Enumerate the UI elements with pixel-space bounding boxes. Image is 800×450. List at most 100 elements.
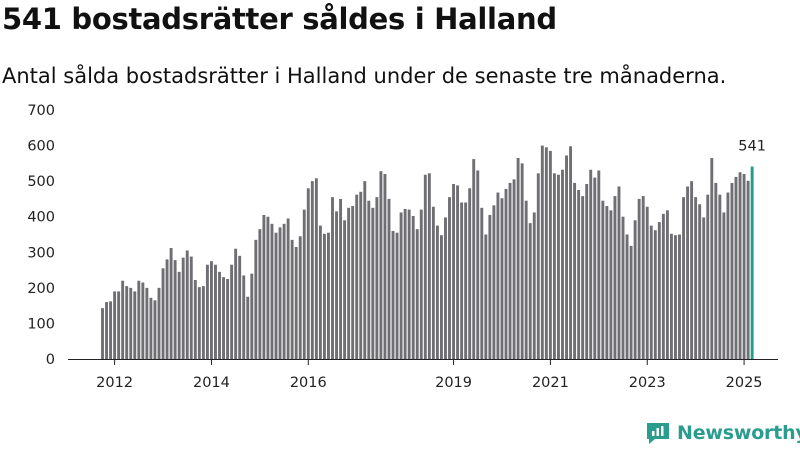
bar xyxy=(464,202,468,359)
bar xyxy=(411,216,415,359)
bar xyxy=(742,174,746,359)
bar xyxy=(101,308,104,359)
bar xyxy=(738,172,742,359)
bar xyxy=(674,235,677,359)
bar xyxy=(226,278,230,359)
bar xyxy=(645,206,649,359)
bar xyxy=(472,159,476,359)
bar xyxy=(552,173,556,359)
bar xyxy=(137,280,141,359)
x-tick-label: 2014 xyxy=(193,375,230,391)
bar xyxy=(214,264,217,359)
bar xyxy=(169,248,173,359)
y-tick-label: 400 xyxy=(27,210,55,226)
bar xyxy=(181,257,185,359)
bar xyxy=(347,207,351,359)
bar xyxy=(395,232,399,359)
bar xyxy=(512,179,516,359)
bar xyxy=(714,182,718,359)
bar xyxy=(496,192,500,359)
bar xyxy=(205,264,209,359)
bar xyxy=(528,223,532,359)
x-tick-label: 2012 xyxy=(96,375,133,391)
bar xyxy=(367,200,371,359)
bar xyxy=(407,209,411,359)
bar xyxy=(605,206,609,359)
bar xyxy=(597,170,601,359)
bar xyxy=(629,245,633,359)
bar xyxy=(625,234,629,359)
bar xyxy=(403,208,407,359)
bar xyxy=(250,273,254,359)
x-tick-label: 2025 xyxy=(726,375,763,391)
bar xyxy=(177,271,181,359)
bar xyxy=(274,232,278,359)
y-tick-label: 700 xyxy=(27,103,55,119)
bar xyxy=(149,297,153,359)
bar xyxy=(460,202,464,359)
bar xyxy=(702,217,706,359)
bar xyxy=(266,216,270,359)
bar xyxy=(617,186,621,359)
bar xyxy=(327,232,330,359)
bar xyxy=(557,174,560,359)
y-tick-label: 200 xyxy=(27,281,55,297)
bar xyxy=(613,196,617,359)
bar xyxy=(492,205,496,359)
bar xyxy=(230,264,234,359)
bar xyxy=(113,291,117,359)
bar xyxy=(318,225,322,359)
bar-series xyxy=(101,145,754,359)
chart-title: 541 bostadsrätter såldes i Halland xyxy=(2,2,557,36)
last-value-annotation: 541 xyxy=(738,139,766,155)
bar xyxy=(746,180,750,359)
bar xyxy=(508,182,512,359)
bar xyxy=(363,181,367,359)
bar xyxy=(678,234,681,359)
y-tick-label: 600 xyxy=(27,139,55,155)
bar xyxy=(577,190,581,359)
bar xyxy=(165,259,169,359)
bar xyxy=(690,181,694,359)
bar xyxy=(585,183,589,359)
bar xyxy=(145,287,149,359)
bar xyxy=(234,248,238,359)
bar xyxy=(254,239,258,359)
bar xyxy=(484,234,488,359)
bar xyxy=(193,280,197,359)
bar xyxy=(278,227,282,359)
bar xyxy=(544,147,548,359)
bar xyxy=(722,212,726,359)
bar xyxy=(415,229,419,359)
bar xyxy=(694,197,698,359)
bar xyxy=(173,260,177,359)
bar xyxy=(238,255,242,359)
bar xyxy=(637,198,641,359)
bar xyxy=(105,302,108,359)
brand-logo[interactable]: Newsworthy xyxy=(645,419,800,447)
bar xyxy=(661,213,665,359)
bar xyxy=(375,197,379,359)
x-tick-label: 2021 xyxy=(532,375,569,391)
bar xyxy=(500,198,504,359)
brand-name: Newsworthy xyxy=(677,422,800,444)
bar xyxy=(282,223,286,359)
bar xyxy=(532,212,536,359)
y-tick-label: 300 xyxy=(27,245,55,261)
bar xyxy=(399,212,403,359)
bar xyxy=(456,185,460,359)
bar xyxy=(306,188,310,359)
bar xyxy=(609,210,613,359)
bar xyxy=(734,176,738,359)
bar xyxy=(423,174,427,359)
bar xyxy=(391,230,395,359)
bar xyxy=(210,261,213,359)
bar xyxy=(246,296,250,359)
bar xyxy=(589,169,593,359)
bar xyxy=(125,286,129,359)
bar xyxy=(294,246,298,359)
bar xyxy=(343,220,347,359)
bar xyxy=(520,163,524,359)
y-axis: 0 100 200 300 400 500 600 700 xyxy=(27,103,55,368)
bar xyxy=(476,170,480,359)
